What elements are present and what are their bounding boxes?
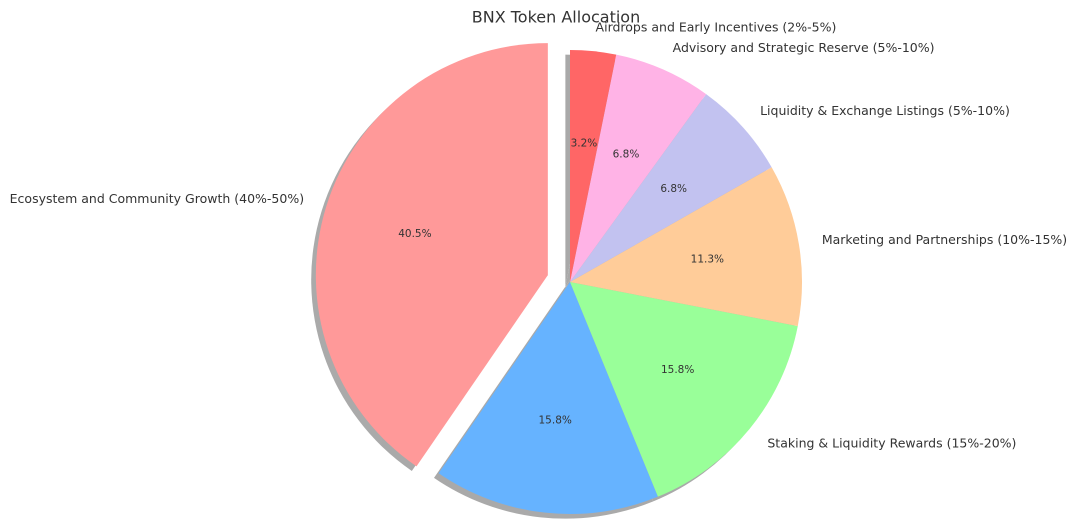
- value-label: 11.3%: [691, 253, 724, 265]
- value-label: 3.2%: [571, 138, 598, 150]
- pie-slice: [570, 54, 707, 282]
- pie-slice: [570, 50, 617, 282]
- chart-title: BNX Token Allocation: [472, 8, 640, 27]
- slice-label: Ecosystem and Community Growth (40%-50%): [10, 191, 304, 206]
- value-label: 15.8%: [661, 364, 694, 376]
- pie-slice: [570, 282, 798, 497]
- pie-slice: [315, 43, 548, 467]
- value-label: 6.8%: [660, 183, 687, 195]
- pie-slice: [438, 282, 658, 514]
- value-label: 40.5%: [398, 228, 431, 240]
- pie-slice: [570, 167, 802, 327]
- slice-label: Staking & Liquidity Rewards (15%-20%): [767, 435, 1016, 450]
- slice-label: Airdrops and Early Incentives (2%-5%): [596, 20, 837, 35]
- value-label: 6.8%: [613, 149, 640, 161]
- slice-label: Team and Advisors (15%-20%): [351, 527, 543, 529]
- slice-label: Marketing and Partnerships (10%-15%): [822, 232, 1067, 247]
- pie-slice: [570, 94, 772, 283]
- value-label: 15.8%: [539, 414, 572, 426]
- slice-label: Liquidity & Exchange Listings (5%-10%): [760, 103, 1010, 118]
- slice-label: Advisory and Strategic Reserve (5%-10%): [673, 40, 935, 55]
